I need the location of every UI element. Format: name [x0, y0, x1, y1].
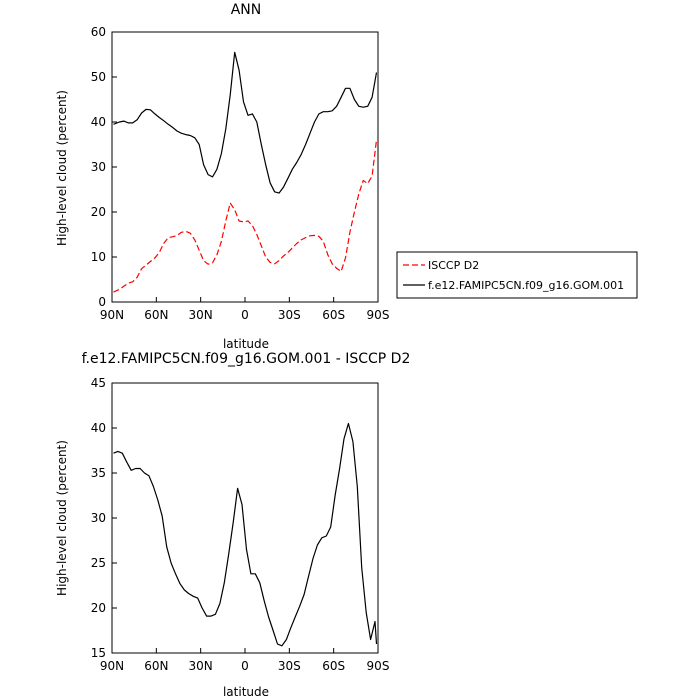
- bottom-chart-xtick-label: 30S: [278, 659, 301, 673]
- top-chart-panel: ANN High-level cloud (percent) latitude …: [55, 2, 389, 351]
- bottom-chart-ytick-label: 30: [91, 511, 106, 525]
- top-chart-series-line-1: [113, 139, 378, 293]
- bottom-chart-xtick-label: 90S: [367, 659, 390, 673]
- legend-entry-isccp: ISCCP D2: [428, 259, 479, 272]
- top-chart-ytick-label: 20: [91, 205, 106, 219]
- legend-entry-model: f.e12.FAMIPC5CN.f09_g16.GOM.001: [428, 279, 624, 292]
- top-chart-ylabel: High-level cloud (percent): [55, 90, 69, 246]
- bottom-chart-xlabel: latitude: [223, 685, 269, 699]
- top-chart-frame: [111, 31, 379, 303]
- bottom-chart-ylabel: High-level cloud (percent): [55, 440, 69, 596]
- top-chart-xtick-label: 0: [241, 308, 249, 322]
- bottom-chart-ytick-label: 40: [91, 421, 106, 435]
- top-chart-xtick-label: 60N: [144, 308, 168, 322]
- top-chart-ytick-label: 60: [91, 25, 106, 39]
- legend-box: [396, 251, 638, 299]
- legend: ISCCP D2 f.e12.FAMIPC5CN.f09_g16.GOM.001: [396, 251, 638, 299]
- bottom-chart-ytick-label: 25: [91, 556, 106, 570]
- top-chart-ytick-label: 0: [98, 295, 106, 309]
- bottom-chart-ytick-label: 20: [91, 601, 106, 615]
- bottom-chart-xtick-label: 60S: [322, 659, 345, 673]
- bottom-chart-xtick-label: 90N: [100, 659, 124, 673]
- top-chart-xtick-label: 30N: [189, 308, 213, 322]
- top-chart-xtick-label: 90N: [100, 308, 124, 322]
- top-chart-xtick-label: 90S: [367, 308, 390, 322]
- top-chart-title: ANN: [231, 2, 262, 18]
- bottom-chart-ytick-label: 15: [91, 646, 106, 660]
- top-chart-ytick-label: 40: [91, 115, 106, 129]
- top-chart-xtick-label: 30S: [278, 308, 301, 322]
- top-chart-xtick-label: 60S: [322, 308, 345, 322]
- top-chart-xlabel: latitude: [223, 337, 269, 351]
- bottom-chart-panel: f.e12.FAMIPC5CN.f09_g16.GOM.001 - ISCCP …: [55, 351, 410, 699]
- top-chart-series-line-2: [113, 51, 378, 194]
- bottom-chart-xtick-label: 30N: [189, 659, 213, 673]
- bottom-chart-xtick-label: 0: [241, 659, 249, 673]
- top-chart-ytick-label: 50: [91, 70, 106, 84]
- bottom-chart-xtick-label: 60N: [144, 659, 168, 673]
- top-chart-ytick-label: 10: [91, 250, 106, 264]
- bottom-chart-ytick-label: 45: [91, 376, 106, 390]
- bottom-chart-frame: [111, 382, 379, 654]
- bottom-chart-ytick-label: 35: [91, 466, 106, 480]
- bottom-chart-series-line-1: [113, 422, 378, 647]
- top-chart-ytick-label: 30: [91, 160, 106, 174]
- bottom-chart-title: f.e12.FAMIPC5CN.f09_g16.GOM.001 - ISCCP …: [82, 351, 411, 367]
